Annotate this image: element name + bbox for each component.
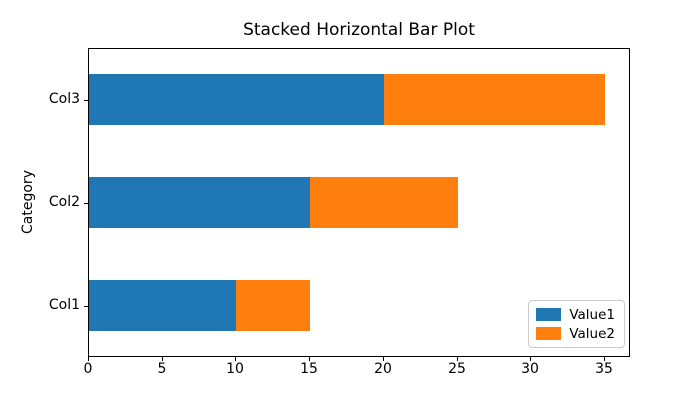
bar-segment-col3-value1 <box>89 73 384 126</box>
x-tick-label: 0 <box>83 361 93 377</box>
y-tick-mark <box>84 203 88 204</box>
legend-item-value1: Value1 <box>536 305 615 324</box>
x-tick-mark <box>604 357 605 361</box>
chart-title: Stacked Horizontal Bar Plot <box>243 20 475 40</box>
x-tick-mark <box>383 357 384 361</box>
legend-item-value2: Value2 <box>536 324 615 343</box>
x-tick-label: 15 <box>300 361 318 377</box>
x-tick-label: 35 <box>595 361 613 377</box>
x-tick-label: 20 <box>374 361 392 377</box>
bar-segment-col1-value1 <box>89 279 237 332</box>
x-tick-label: 10 <box>226 361 244 377</box>
legend-label: Value1 <box>569 306 615 323</box>
bar-segment-col3-value2 <box>383 73 606 126</box>
x-tick-mark <box>530 357 531 361</box>
bar-segment-col2-value2 <box>310 176 458 229</box>
x-tick-label: 5 <box>157 361 167 377</box>
bar-segment-col1-value2 <box>236 279 311 332</box>
x-tick-mark <box>457 357 458 361</box>
y-tick-mark <box>84 306 88 307</box>
legend: Value1 Value2 <box>528 300 625 348</box>
y-tick-label: Col2 <box>48 194 80 210</box>
x-tick-mark <box>88 357 89 361</box>
x-tick-label: 30 <box>521 361 539 377</box>
y-tick-label: Col1 <box>48 297 80 313</box>
plot-area: Value1 Value2 <box>88 48 630 357</box>
y-tick-mark <box>84 100 88 101</box>
x-tick-mark <box>162 357 163 361</box>
x-tick-mark <box>309 357 310 361</box>
y-tick-label: Col3 <box>48 91 80 107</box>
x-tick-label: 25 <box>448 361 466 377</box>
legend-swatch-value2 <box>536 327 562 340</box>
x-tick-mark <box>235 357 236 361</box>
bar-segment-col2-value1 <box>89 176 311 229</box>
legend-label: Value2 <box>569 325 615 342</box>
legend-swatch-value1 <box>536 308 562 321</box>
